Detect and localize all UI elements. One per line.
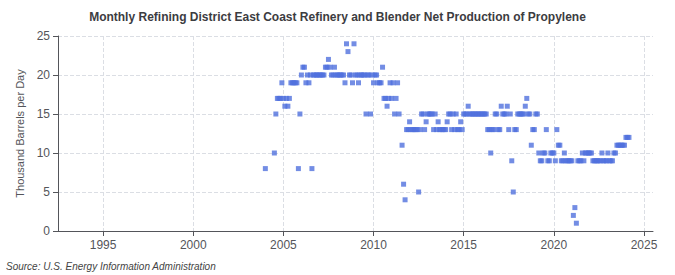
svg-text:2010: 2010	[360, 238, 387, 252]
svg-text:Monthly Refining District East: Monthly Refining District East Coast Ref…	[89, 10, 586, 24]
svg-text:2000: 2000	[180, 238, 207, 252]
svg-text:0: 0	[43, 224, 50, 238]
svg-text:5: 5	[43, 185, 50, 199]
svg-text:2025: 2025	[631, 238, 658, 252]
svg-text:Thousand Barrels per Day: Thousand Barrels per Day	[14, 69, 26, 198]
svg-text:10: 10	[37, 146, 51, 160]
svg-text:15: 15	[37, 107, 51, 121]
svg-text:2020: 2020	[540, 238, 567, 252]
svg-text:2015: 2015	[450, 238, 477, 252]
svg-text:20: 20	[37, 68, 51, 82]
svg-text:25: 25	[37, 29, 51, 43]
svg-text:2005: 2005	[270, 238, 297, 252]
svg-text:1995: 1995	[90, 238, 117, 252]
svg-text:Source: U.S. Energy Informatio: Source: U.S. Energy Information Administ…	[6, 261, 216, 272]
